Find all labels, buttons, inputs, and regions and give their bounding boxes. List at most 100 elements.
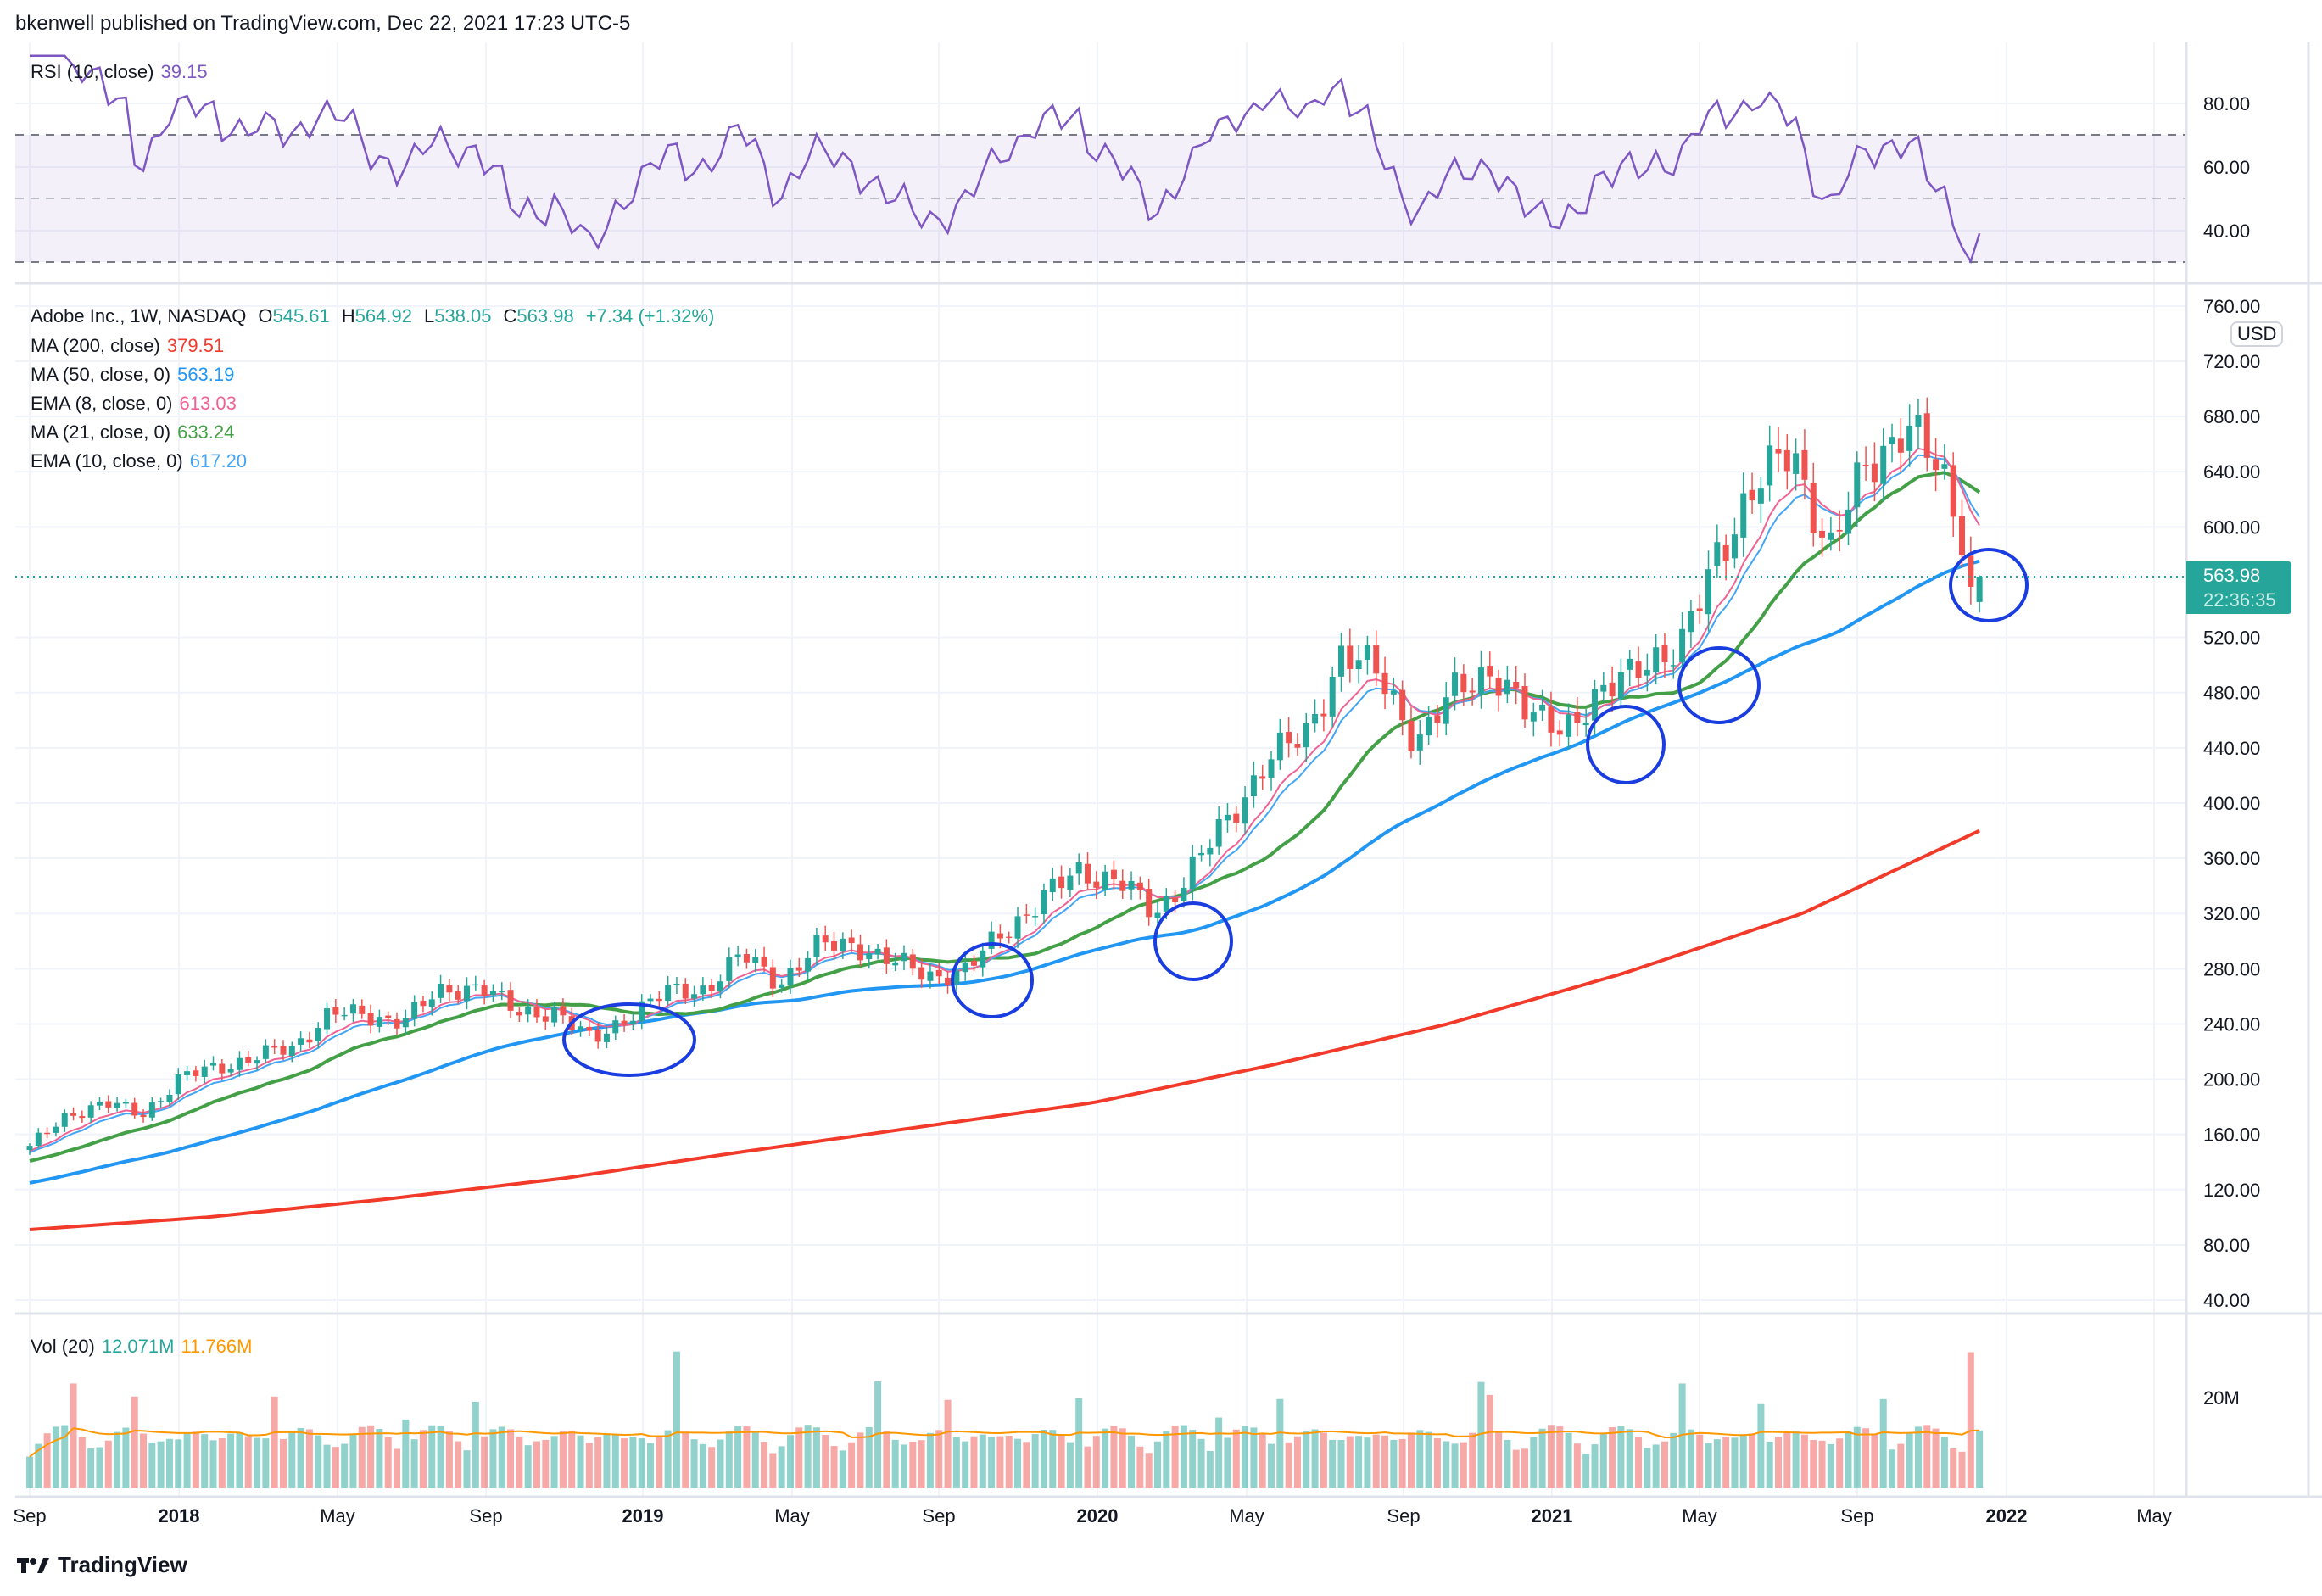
rsi-legend[interactable]: RSI (10, close) 39.15	[31, 61, 215, 83]
candle-body	[1452, 672, 1459, 696]
candle-body	[612, 1020, 619, 1034]
indicator-label: EMA (8, close, 0)	[31, 393, 173, 414]
time-axis-label: May	[1682, 1505, 1717, 1526]
volume-bar	[1040, 1430, 1047, 1488]
volume-bar	[1425, 1431, 1432, 1488]
candle-body	[35, 1132, 42, 1147]
candle-body	[629, 1020, 636, 1025]
volume-bar	[1259, 1433, 1266, 1488]
annotation-ellipse[interactable]	[951, 942, 1034, 1018]
rsi-axis-label: 40.00	[2203, 220, 2250, 242]
volume-bar	[1242, 1426, 1249, 1488]
annotation-ellipse[interactable]	[1586, 705, 1666, 784]
indicator-legend-ma50[interactable]: MA (50, close, 0) 563.19	[31, 364, 241, 386]
indicator-label: MA (21, close, 0)	[31, 421, 171, 443]
candle-body	[472, 984, 479, 986]
candle-body	[533, 1007, 540, 1018]
volume-bar	[874, 1381, 882, 1488]
candle-body	[1670, 665, 1677, 667]
volume-bar	[498, 1426, 505, 1488]
candle-body	[892, 962, 899, 966]
candle-body	[420, 1000, 427, 1007]
volume-bar	[157, 1441, 165, 1488]
volume-bar	[384, 1437, 392, 1488]
volume-bar	[1678, 1383, 1686, 1488]
volume-bar	[550, 1436, 558, 1488]
volume-bar	[812, 1427, 820, 1488]
annotation-ellipse[interactable]	[1677, 646, 1761, 724]
volume-bar	[1521, 1448, 1529, 1488]
volume-bar	[1879, 1398, 1887, 1488]
candle-body	[726, 957, 733, 981]
volume-bar	[1136, 1446, 1144, 1488]
volume-bar	[1407, 1432, 1415, 1488]
tradingview-logo[interactable]: TradingView	[17, 1552, 187, 1578]
candle-body	[700, 985, 706, 995]
annotation-ellipse[interactable]	[562, 1002, 696, 1077]
candle-body	[988, 931, 995, 949]
volume-bar	[918, 1440, 925, 1488]
candle-body	[1067, 875, 1074, 890]
volume-bar	[524, 1445, 532, 1488]
candle-body	[918, 967, 925, 980]
volume-bar	[1661, 1441, 1668, 1488]
indicator-legend-ma200[interactable]: MA (200, close) 379.51	[31, 335, 231, 357]
ema10-line	[29, 454, 1980, 1154]
candle-body	[499, 991, 505, 993]
candle-body	[1085, 863, 1091, 884]
indicator-legend-ma21[interactable]: MA (21, close, 0) 633.24	[31, 421, 241, 444]
candle-body	[743, 954, 750, 963]
volume-bar	[909, 1441, 917, 1488]
volume-bar	[1023, 1442, 1030, 1488]
volume-bar	[786, 1435, 794, 1488]
symbol-legend[interactable]: Adobe Inc., 1W, NASDAQ O545.61 H564.92 L538…	[31, 305, 721, 327]
volume-bar	[341, 1443, 349, 1488]
indicator-legend-ema8[interactable]: EMA (8, close, 0) 613.03	[31, 393, 243, 415]
candle-body	[1347, 645, 1354, 669]
price-axis-label: 720.00	[2203, 351, 2260, 372]
volume-bar	[271, 1396, 278, 1488]
price-axis-label: 760.00	[2203, 296, 2260, 317]
candle-body	[1521, 686, 1528, 720]
candle-body	[1102, 871, 1108, 890]
volume-bar	[1346, 1436, 1354, 1488]
candle-body	[1566, 714, 1572, 737]
volume-legend[interactable]: Vol (20) 12.071M 11.766M	[31, 1336, 259, 1358]
volume-bar	[1818, 1440, 1826, 1488]
indicator-value: 379.51	[166, 335, 225, 356]
annotation-ellipse[interactable]	[1949, 548, 2029, 622]
time-axis-label: 2022	[1986, 1505, 2028, 1526]
candle-body	[1355, 660, 1362, 670]
volume-bar	[1749, 1433, 1756, 1488]
volume-ma-value: 11.766M	[181, 1336, 253, 1357]
volume-bar	[795, 1427, 803, 1488]
open-value: 545.61	[272, 305, 330, 326]
volume-bar	[26, 1456, 33, 1488]
annotations[interactable]	[562, 548, 2029, 1077]
indicator-value: 633.24	[177, 421, 235, 443]
candle-body	[1862, 465, 1869, 466]
indicator-legend-ema10[interactable]: EMA (10, close, 0) 617.20	[31, 450, 254, 472]
volume-bar	[629, 1436, 637, 1488]
low-value: 538.05	[434, 305, 492, 326]
volume-bar	[1460, 1442, 1467, 1488]
time-axis-label: May	[774, 1505, 810, 1526]
candle-body	[1617, 672, 1624, 700]
volume-bar	[1538, 1428, 1546, 1488]
candle-body	[1880, 445, 1887, 484]
candle-body	[201, 1066, 208, 1077]
volume-bar	[332, 1447, 339, 1488]
candle-body	[752, 957, 759, 963]
last-price-label: 563.98 22:36:35	[2186, 561, 2291, 614]
candle-body	[1023, 914, 1030, 916]
currency-button[interactable]: USD	[2230, 321, 2284, 347]
candle-body	[1233, 813, 1240, 823]
annotation-ellipse[interactable]	[1153, 901, 1233, 981]
volume-bar	[1329, 1439, 1337, 1488]
volume-bar	[1416, 1430, 1424, 1488]
candle-body	[1286, 732, 1292, 744]
volume-bar	[1547, 1425, 1555, 1488]
candle-body	[193, 1070, 199, 1076]
candle-body	[1163, 896, 1169, 912]
